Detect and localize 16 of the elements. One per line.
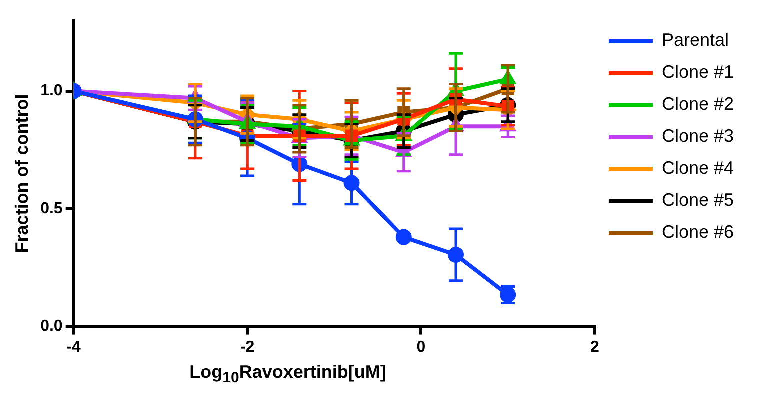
legend-label: Clone #3: [662, 126, 734, 146]
legend-label: Clone #5: [662, 190, 734, 210]
x-axis-title: Log$_{10}$Ravoxertinib[uM]: [188, 362, 388, 387]
y-tick-label: 0.5: [40, 200, 63, 218]
y-axis-title: Fraction of control: [12, 94, 32, 254]
legend-label: Clone #6: [662, 222, 734, 242]
y-tick-label: 0.0: [40, 318, 63, 336]
legend-label: Clone #2: [662, 94, 734, 114]
x-tick-label: -2: [240, 338, 255, 356]
legend-label: Clone #4: [662, 158, 734, 178]
x-tick-label: -4: [66, 338, 82, 356]
y-tick-label: 1.0: [40, 82, 63, 100]
x-tick-label: 0: [416, 338, 426, 356]
legend-label: Clone #1: [662, 62, 734, 82]
x-tick-label: 2: [590, 338, 600, 356]
legend-label: Parental: [662, 30, 729, 50]
